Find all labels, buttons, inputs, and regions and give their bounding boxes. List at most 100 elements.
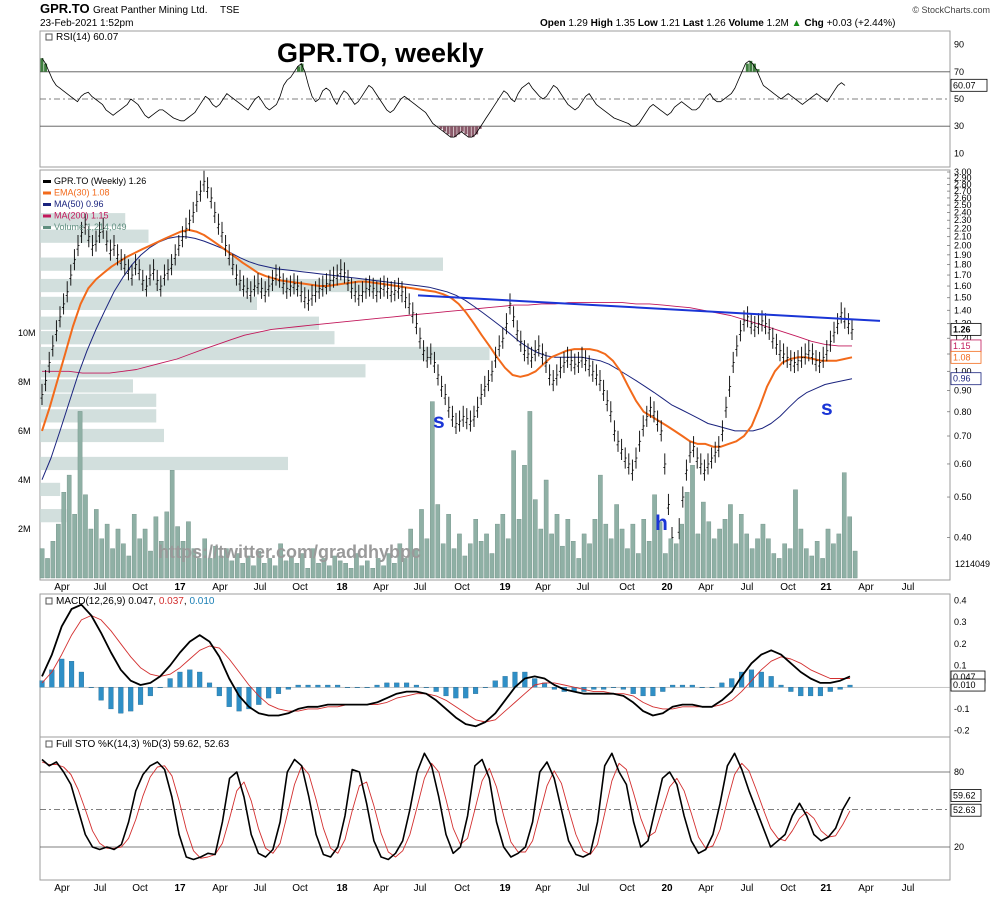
macd-histogram-bar [463, 687, 469, 699]
volume-bar [115, 528, 121, 579]
legend-swatch [43, 191, 51, 195]
volume-bar [408, 528, 413, 579]
x-axis-label: Apr [212, 582, 228, 593]
volume-bar [636, 553, 641, 579]
rsi-title: RSI(14) 60.07 [56, 32, 119, 43]
volume-bar [771, 553, 777, 579]
macd-histogram-bar [177, 671, 183, 688]
symbol: GPR.TO [40, 1, 90, 16]
volume-bar [56, 523, 61, 579]
volume-by-price-bar [40, 393, 157, 407]
volume-by-price-bar [40, 428, 164, 443]
volume-bar [738, 514, 744, 579]
legend-entry: MA(200) 1.15 [54, 211, 109, 221]
price-tick-label: 2.40 [954, 207, 972, 217]
x-axis-label: Jul [741, 582, 754, 593]
chart-annotation-title: GPR.TO, weekly [277, 38, 484, 68]
price-tick-label: 0.80 [954, 407, 972, 417]
volume-bar [392, 563, 397, 579]
volume-bar [131, 514, 137, 579]
macd-histogram-bar [808, 687, 814, 697]
rsi-tick-label: 50 [954, 94, 964, 104]
rsi-tick-label: 90 [954, 40, 964, 50]
sto-settings-icon[interactable] [45, 740, 53, 748]
x-axis-label: 20 [661, 582, 673, 593]
volume-bar [77, 411, 83, 579]
price-tick-label: 1.90 [954, 250, 972, 260]
volume-bar [202, 538, 208, 579]
macd-histogram-bar [275, 687, 282, 694]
macd-last-label: 0.047 [953, 672, 976, 682]
price-tick-label: 1.60 [954, 281, 972, 291]
macd-histogram-bar [197, 671, 203, 688]
volume-bar [354, 553, 359, 579]
volume-bar [798, 528, 804, 579]
macd-histogram-bar [719, 682, 725, 688]
volume-by-price-bar [40, 409, 157, 423]
macd-histogram-bar [354, 687, 360, 688]
macd-histogram-bar [78, 671, 84, 688]
macd-histogram-bar [167, 678, 173, 688]
macd-histogram-bar [443, 687, 449, 697]
macd-histogram-bar [137, 687, 144, 705]
volume-bar [744, 533, 749, 579]
legend-entry: EMA(30) 1.08 [54, 188, 110, 198]
volume-bar [267, 558, 273, 579]
volume-bar [164, 511, 170, 579]
sto-last-box [950, 789, 982, 802]
macd-histogram-bar [551, 687, 557, 690]
volume-bar [814, 541, 820, 579]
volume-by-price-bar [40, 509, 67, 523]
macd-histogram-bar [246, 687, 252, 710]
sto-tick-label: 80 [954, 767, 964, 777]
macd-histogram-bar [335, 684, 341, 688]
x-axis-label: Apr [212, 883, 228, 894]
volume-by-price-bar [40, 456, 288, 471]
volume-bar [820, 558, 825, 579]
macd-histogram-bar [295, 684, 301, 688]
volume-bar [841, 472, 847, 579]
volume-by-price-bar [40, 331, 335, 345]
macd-line [41, 603, 851, 728]
rsi-tick-label: 10 [954, 148, 964, 158]
volume-bar [191, 548, 197, 579]
volume-bar [299, 553, 305, 579]
macd-histogram-bar [729, 678, 735, 688]
macd-histogram-bar [473, 687, 479, 694]
volume-bar [283, 560, 289, 579]
volume-bar [39, 548, 45, 579]
macd-histogram-bar [492, 680, 498, 688]
macd-histogram-bar [59, 658, 65, 688]
volume-bar [343, 563, 348, 579]
macd-histogram-bar [88, 687, 94, 688]
volume-bar [663, 553, 668, 579]
volume-bar [110, 548, 115, 579]
x-axis-label: Apr [535, 582, 551, 593]
twitter-watermark: https://twitter.com/graddhybpc [158, 542, 421, 562]
volume-by-price-bar [40, 346, 490, 361]
macd-histogram-bar [798, 687, 804, 697]
volume-by-price-bar [40, 213, 126, 227]
volume-bar [717, 528, 722, 579]
rsi-settings-icon[interactable] [45, 33, 53, 41]
volume-bar [240, 563, 245, 579]
volume-bar [316, 563, 321, 579]
macd-histogram-bar [315, 684, 321, 688]
volume-bar [538, 528, 544, 579]
volume-bar [386, 553, 392, 579]
macd-settings-icon[interactable] [45, 597, 53, 605]
volume-bar [186, 521, 191, 579]
macd-tick-label: 0.2 [954, 639, 967, 649]
sto-last-label: 59.62 [953, 790, 976, 800]
volume-tick-label: 2M [18, 524, 31, 534]
volume-bar [169, 470, 175, 579]
volume-bar [424, 538, 430, 579]
volume-bar [787, 548, 793, 579]
volume-panel: 10M 8M 6M 4M 2M 1214049 [18, 328, 990, 579]
price-panel: 3.002.902.802.702.602.502.402.302.202.10… [40, 167, 982, 568]
volume-bar [213, 545, 218, 579]
x-axis-label: Jul [414, 582, 427, 593]
macd-histogram-bar [768, 676, 774, 688]
volume-bar [467, 543, 473, 579]
volume-bar [619, 528, 625, 579]
